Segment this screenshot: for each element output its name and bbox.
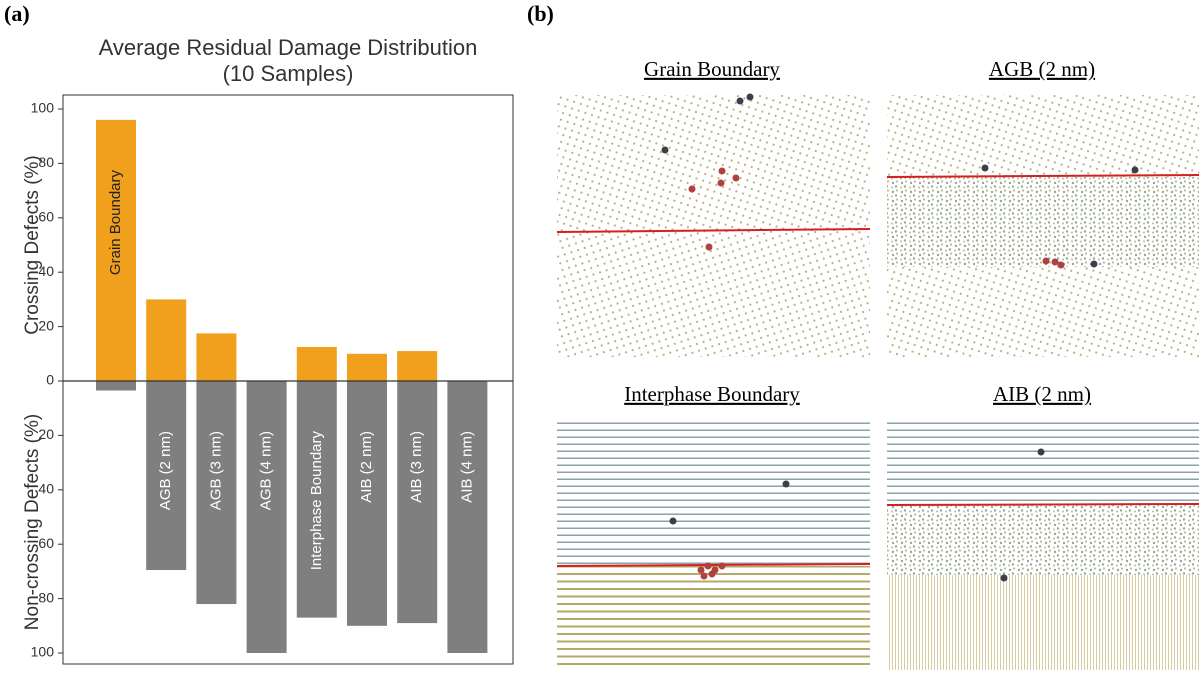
bar — [347, 354, 387, 381]
y-tick-label: 40 — [38, 263, 54, 279]
bar-category-label: AIB (2 nm) — [358, 431, 375, 503]
chart-subtitle: (10 Samples) — [223, 61, 354, 86]
bar — [397, 351, 437, 381]
image-panel — [557, 420, 870, 670]
bar-category-label: AIB (3 nm) — [408, 431, 425, 503]
y-tick-label: 60 — [38, 535, 54, 551]
bar — [247, 381, 287, 653]
y-tick-label: 80 — [38, 154, 54, 170]
panel-label: (b) — [527, 1, 554, 26]
image-title: AGB (2 nm) — [989, 57, 1095, 81]
bar-category-label: Grain Boundary — [107, 170, 124, 276]
bar — [447, 381, 487, 653]
y-tick-label: 40 — [38, 481, 54, 497]
figure: (a) (b) Average Residual Damage Distribu… — [0, 0, 1199, 670]
page: (a) (b) Average Residual Damage Distribu… — [0, 0, 1199, 670]
y-tick-label: 100 — [31, 644, 55, 660]
bar-category-label: AIB (4 nm) — [458, 431, 475, 503]
image-panel — [887, 420, 1199, 670]
lattice-image — [557, 420, 870, 566]
chart-title: Average Residual Damage Distribution — [99, 35, 478, 60]
y-axis-label: Crossing Defects (%) — [22, 155, 43, 335]
image-panel — [557, 94, 870, 358]
lattice-image — [557, 231, 870, 357]
bar — [96, 381, 136, 391]
y-tick-label: 100 — [31, 100, 55, 116]
bar-category-label: AGB (2 nm) — [157, 431, 174, 510]
lattice-image — [557, 566, 870, 670]
boundary-line — [887, 504, 1199, 505]
bar-category-label: AGB (3 nm) — [207, 431, 224, 510]
bar — [196, 333, 236, 381]
y-tick-label: 20 — [38, 426, 54, 442]
panel-label: (a) — [4, 1, 30, 26]
bar — [146, 299, 186, 381]
y-tick-label: 60 — [38, 209, 54, 225]
image-title: Grain Boundary — [644, 57, 780, 81]
lattice-image — [887, 420, 1199, 505]
bar — [297, 347, 337, 381]
y-tick-label: 80 — [38, 589, 54, 605]
image-panel — [887, 95, 1199, 357]
lattice-image — [887, 575, 1199, 670]
bar-category-label: Interphase Boundary — [308, 431, 325, 571]
y-tick-label: 0 — [46, 372, 54, 388]
panel-gap — [870, 95, 887, 670]
plot-area: 0 20 40 60 80 100 20 40 60 80 100 Grain Boundary AGB… — [31, 95, 513, 664]
amorphous-layer — [887, 177, 1199, 267]
y-tick-label: 20 — [38, 317, 54, 333]
amorphous-layer — [887, 505, 1199, 575]
image-title: AIB (2 nm) — [993, 382, 1091, 406]
bar-category-label: AGB (4 nm) — [258, 431, 275, 510]
image-title: Interphase Boundary — [624, 382, 800, 406]
